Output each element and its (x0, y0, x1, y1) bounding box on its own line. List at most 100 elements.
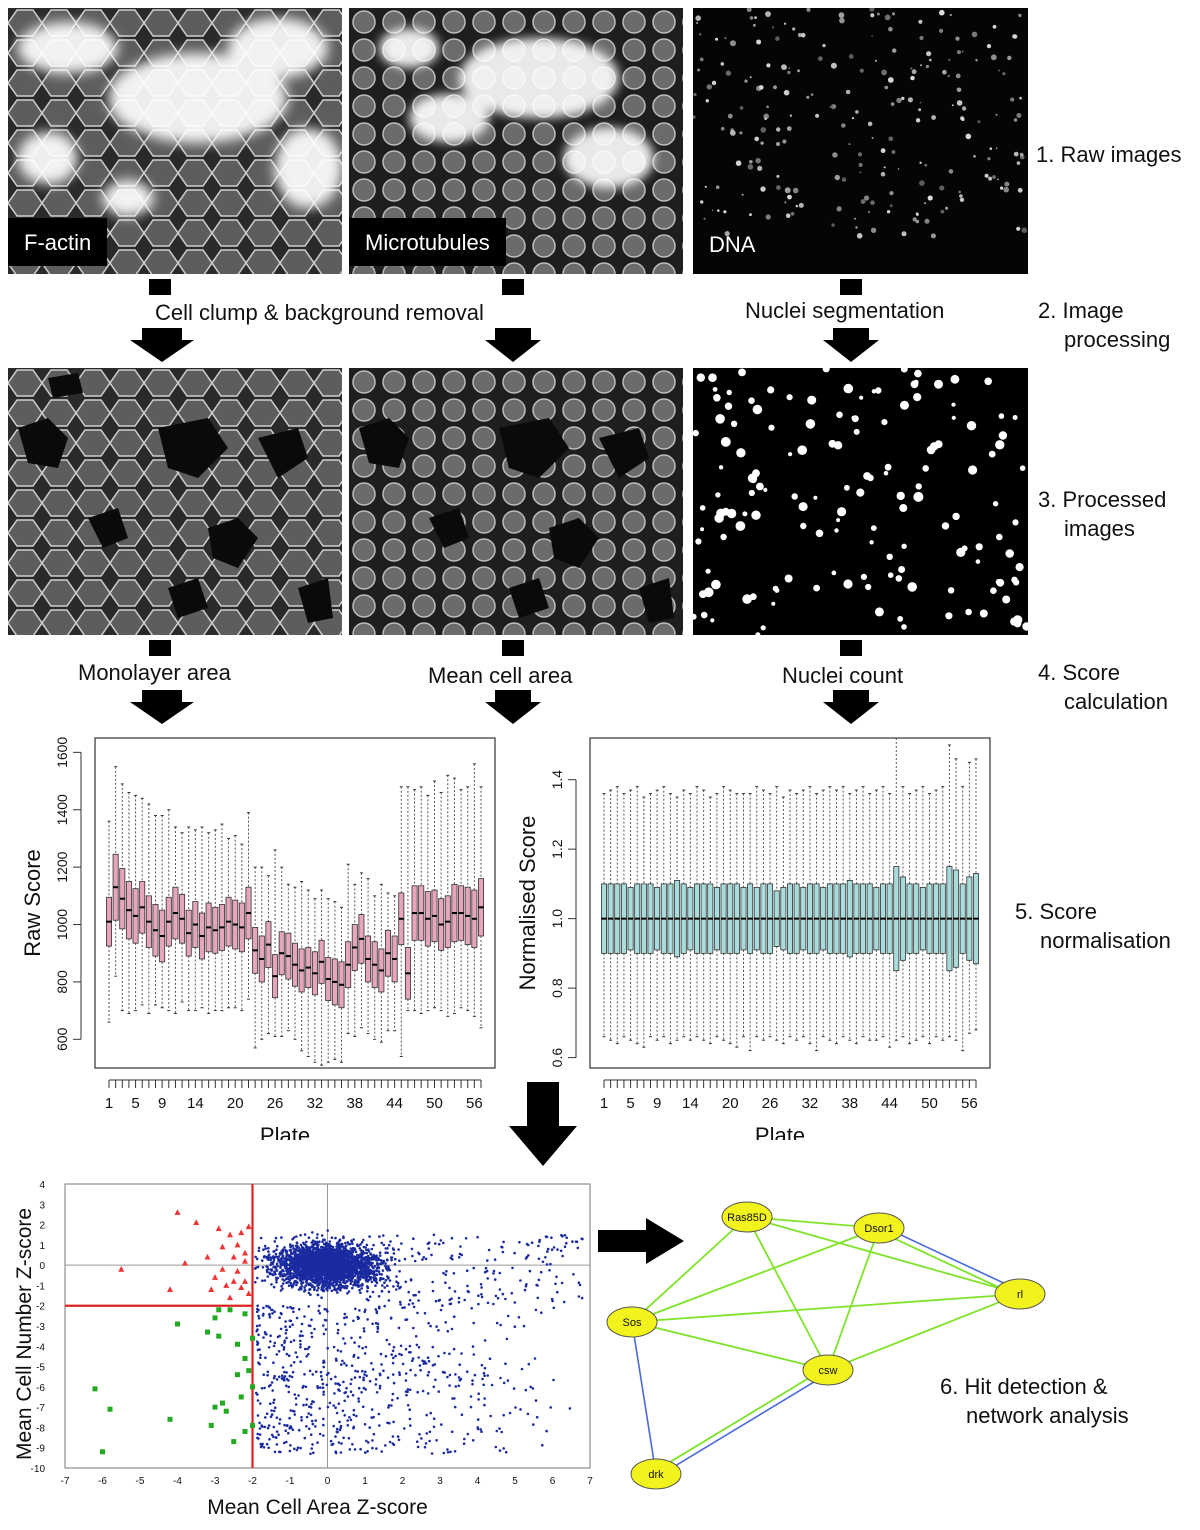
gene-point (266, 1265, 269, 1268)
gene-point (289, 1277, 293, 1280)
dna-processed-image (693, 368, 1028, 635)
arrow-stem (502, 640, 524, 656)
segmented-nucleus (1019, 465, 1026, 471)
gene-point (289, 1248, 293, 1252)
gene-point (327, 1262, 330, 1265)
gene-point (307, 1265, 311, 1268)
gene-point (421, 1359, 424, 1363)
gene-point (451, 1397, 454, 1400)
nucleus-dot (924, 218, 930, 224)
nucleus-dot (919, 101, 922, 104)
gene-point (339, 1451, 343, 1454)
gene-point (278, 1271, 282, 1274)
nucleus-dot (918, 19, 923, 24)
gene-point (471, 1345, 475, 1348)
gene-point (575, 1240, 579, 1244)
gene-point (324, 1250, 328, 1254)
segmented-nucleus (901, 543, 907, 549)
gene-point (285, 1377, 289, 1381)
nucleus-dot (775, 141, 781, 147)
hit-point-red (208, 1286, 215, 1292)
gene-point (385, 1267, 388, 1271)
gene-point (265, 1304, 268, 1308)
hit-point-green (216, 1307, 222, 1313)
nucleus-dot (696, 22, 699, 24)
gene-point (364, 1255, 367, 1259)
gene-point (292, 1282, 296, 1285)
gene-point (427, 1247, 431, 1250)
nucleus-dot (864, 195, 870, 201)
gene-point (293, 1447, 296, 1451)
nucleus-dot (854, 217, 856, 220)
gene-point (362, 1269, 365, 1273)
gene-point (309, 1406, 313, 1409)
segmented-nucleus (913, 379, 919, 385)
nucleus-dot (956, 87, 962, 93)
gene-point (289, 1255, 293, 1259)
network-node (606, 1306, 658, 1338)
gene-point (351, 1258, 354, 1262)
gene-point (357, 1356, 360, 1359)
nucleus-dot (754, 136, 759, 142)
gene-point (281, 1304, 285, 1308)
gene-point (326, 1253, 330, 1256)
gene-point (270, 1268, 274, 1271)
nucleus-dot (912, 217, 917, 222)
segmented-nucleus (720, 437, 731, 447)
gene-point (371, 1265, 374, 1268)
gene-point (310, 1261, 313, 1264)
segmented-nucleus (926, 445, 936, 455)
gene-point (282, 1269, 285, 1273)
nucleus-dot (788, 67, 791, 69)
nucleus-dot (919, 161, 922, 164)
nucleus-dot (1013, 151, 1019, 157)
nucleus-dot (919, 35, 924, 41)
gene-point (349, 1263, 353, 1266)
gene-point (295, 1355, 299, 1359)
gene-point (411, 1359, 414, 1362)
gene-point (396, 1435, 400, 1438)
segmented-nucleus (703, 587, 714, 598)
gene-point (366, 1258, 369, 1261)
gene-point (395, 1288, 398, 1291)
gene-point (363, 1423, 367, 1426)
gene-point (334, 1450, 338, 1453)
gene-point (453, 1290, 457, 1293)
gene-point (495, 1429, 499, 1433)
gene-point (274, 1273, 277, 1276)
gene-point (327, 1371, 330, 1375)
gene-point (513, 1251, 516, 1255)
gene-point (450, 1254, 454, 1258)
gene-point (434, 1242, 437, 1245)
gene-point (345, 1364, 348, 1367)
gene-point (307, 1305, 311, 1308)
gene-point (318, 1304, 321, 1308)
gene-point (307, 1236, 311, 1239)
gene-point (277, 1375, 281, 1379)
segmented-nucleus (736, 448, 746, 458)
gene-point (308, 1269, 311, 1272)
segmented-nucleus (956, 547, 966, 557)
gene-point (362, 1376, 365, 1380)
zscore-scatter-plot: -7 -6 -5 -4 -3 -2 -1 0 1 2 3 4 5 6 743210-1-2-3-4-5-6-… (13, 1180, 593, 1519)
gene-point (341, 1409, 345, 1413)
hit-point-red (230, 1278, 237, 1284)
gene-point (353, 1376, 357, 1379)
gene-point (329, 1258, 333, 1262)
gene-point (505, 1337, 509, 1341)
segmented-nucleus (990, 587, 997, 594)
gene-point (331, 1255, 335, 1258)
segmented-nucleus (1002, 595, 1011, 604)
segmented-nucleus (901, 624, 907, 630)
nucleus-dot (870, 200, 875, 205)
gene-point (477, 1294, 480, 1297)
gene-point (549, 1406, 552, 1409)
gene-point (457, 1296, 461, 1300)
gene-point (360, 1287, 363, 1290)
network-node-label: Dsor1 (864, 1223, 893, 1235)
step-3-label-a: 3. Processed (1038, 487, 1167, 512)
gene-point (546, 1247, 550, 1251)
gene-point (276, 1244, 279, 1248)
gene-point (340, 1258, 344, 1261)
gene-point (372, 1253, 376, 1257)
